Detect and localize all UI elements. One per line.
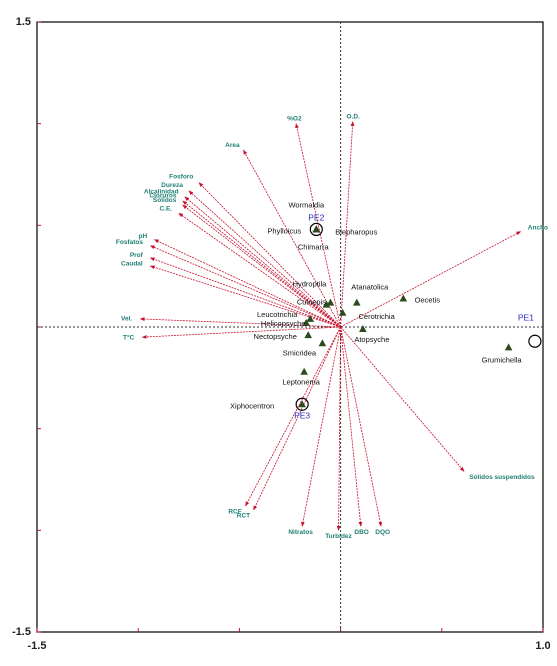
species-point [302, 318, 310, 326]
env-label: RCF [228, 509, 241, 516]
species-label: Hydroptila [293, 280, 328, 289]
env-arrow [340, 326, 383, 527]
species-point [312, 225, 321, 233]
env-arrow [245, 326, 341, 507]
env-arrow [141, 326, 341, 339]
species-label: Leucotrichia [257, 310, 298, 319]
env-label: Area [225, 142, 240, 149]
species-label: Culoepis [297, 298, 326, 307]
env-label: Alcalinidad [144, 188, 179, 195]
env-arrow [184, 196, 341, 328]
env-arrow [340, 231, 522, 328]
env-label: Dureza [161, 182, 183, 189]
env-arrow [182, 204, 341, 328]
env-arrow [340, 326, 465, 472]
env-label: Caudal [121, 260, 143, 267]
species-label: Nectopsyche [254, 332, 297, 341]
env-label: DBO [354, 529, 368, 536]
species-point [322, 300, 331, 308]
species-point [304, 331, 313, 339]
env-label: Sólidos suspendidos [469, 474, 535, 481]
env-label: Fosforo [169, 174, 193, 181]
env-label: Fosfatos [116, 239, 143, 246]
env-label: %O2 [287, 115, 302, 122]
species-label: Xiphocentron [230, 401, 274, 410]
species-point [338, 308, 347, 316]
site-label: PE1 [518, 312, 534, 322]
species-label: Chimarra [298, 242, 330, 251]
y-tick-label: -1.5 [12, 626, 31, 638]
species-label: Atanatolica [351, 283, 389, 292]
species-point [352, 298, 361, 306]
site-point [295, 397, 309, 411]
x-tick-label: -1.5 [28, 640, 47, 652]
env-arrow [149, 245, 341, 328]
env-label: T°C [123, 333, 135, 341]
species-label: Wormaldia [288, 200, 325, 209]
species-label: Leptonema [282, 378, 320, 387]
species-point [300, 367, 308, 375]
env-arrow [336, 326, 341, 531]
site-point [309, 222, 323, 236]
x-tick-label: 1.0 [535, 640, 550, 652]
env-label: pH [138, 233, 147, 240]
env-label: Prof [130, 252, 144, 259]
env-arrow [198, 182, 341, 328]
species-point [504, 343, 513, 351]
env-label: O.D. [347, 113, 361, 120]
env-label: Turbidez [325, 533, 352, 540]
species-label: Blepharopus [335, 227, 377, 236]
site-label: PE2 [308, 213, 324, 223]
site-point [528, 334, 542, 348]
env-arrow [295, 123, 341, 328]
env-arrow [340, 326, 363, 527]
env-label: Sólidos [153, 197, 177, 204]
species-point [399, 294, 408, 302]
env-label: RCT [237, 513, 250, 520]
env-arrow [301, 326, 341, 527]
env-arrow [182, 200, 341, 328]
species-point [318, 339, 327, 347]
env-arrow [340, 121, 355, 328]
env-label: Cloruros [149, 193, 176, 200]
species-point [326, 298, 335, 306]
env-arrow [253, 326, 341, 511]
y-tick-label: 1.5 [16, 16, 31, 28]
species-label: Grumichella [482, 355, 523, 364]
species-point [306, 314, 315, 322]
env-arrow [188, 190, 341, 328]
env-label: Vel. [121, 315, 132, 322]
env-label: Nitratos [288, 529, 313, 536]
species-label: Helicopsyche [261, 319, 306, 328]
species-point [359, 325, 367, 333]
species-label: Smicridea [283, 348, 317, 357]
species-point [298, 400, 306, 408]
env-label: Ancho [528, 224, 548, 231]
site-label: PE3 [294, 411, 310, 421]
env-arrow [243, 149, 341, 328]
species-label: Phylloicus [267, 226, 301, 235]
env-arrow [149, 257, 341, 328]
species-label: Atopsyche [354, 335, 389, 344]
env-arrow [153, 239, 341, 328]
species-label: Cerotrichia [358, 312, 395, 321]
species-label: Oecetis [415, 296, 441, 305]
env-label: DQO [375, 529, 390, 536]
env-label: C.E. [159, 205, 172, 212]
env-arrow [149, 265, 341, 328]
